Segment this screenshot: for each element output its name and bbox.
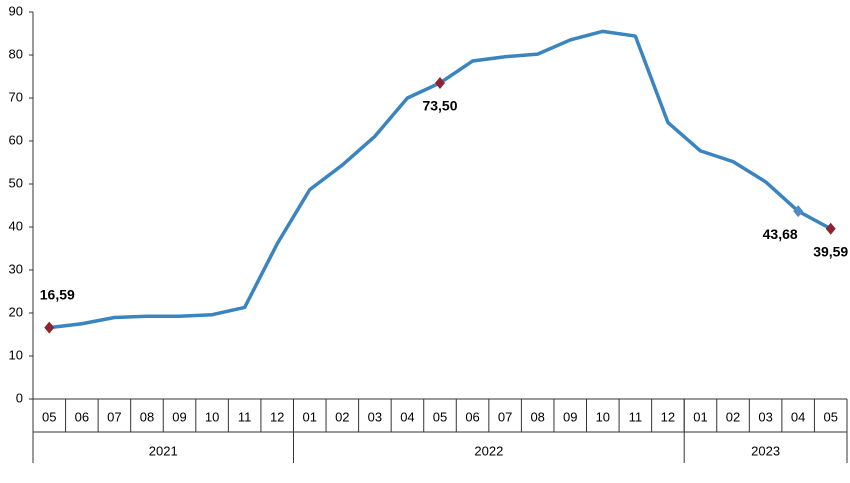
x-tick-label: 01 <box>303 409 317 424</box>
x-tick-label: 05 <box>433 409 447 424</box>
x-tick-label: 09 <box>563 409 577 424</box>
x-tick-label: 07 <box>498 409 512 424</box>
line <box>49 29 832 330</box>
data-label: 43,68 <box>763 226 798 242</box>
x-tick-label: 06 <box>75 409 89 424</box>
x-tick-label: 07 <box>107 409 121 424</box>
x-tick-label: 11 <box>629 409 643 424</box>
y-tick-label: 10 <box>9 347 23 362</box>
x-tick-label: 12 <box>270 409 284 424</box>
x-tick-label: 11 <box>238 409 252 424</box>
y-tick-label: 40 <box>9 218 23 233</box>
x-tick-label: 09 <box>172 409 186 424</box>
marker <box>44 321 55 334</box>
y-tick-label: 30 <box>9 261 23 276</box>
x-tick-label: 03 <box>758 409 772 424</box>
data-label: 39,59 <box>813 243 848 259</box>
x-tick-label: 05 <box>823 409 837 424</box>
y-tick-label: 50 <box>9 175 23 190</box>
y-tick-label: 80 <box>9 46 23 61</box>
x-tick-label: 05 <box>42 409 56 424</box>
x-tick-label: 03 <box>368 409 382 424</box>
data-label: 73,50 <box>422 98 457 114</box>
x-tick-label: 10 <box>205 409 219 424</box>
year-label: 2023 <box>751 443 780 458</box>
x-tick-label: 08 <box>140 409 154 424</box>
y-tick-label: 60 <box>9 132 23 147</box>
x-tick-label: 08 <box>530 409 544 424</box>
y-tick-label: 0 <box>16 390 23 405</box>
x-tick-label: 04 <box>791 409 805 424</box>
x-tick-label: 04 <box>400 409 414 424</box>
x-tick-label: 02 <box>335 409 349 424</box>
marker <box>435 76 445 89</box>
y-tick-label: 70 <box>9 89 23 104</box>
marker <box>825 222 836 235</box>
x-tick-label: 01 <box>693 409 707 424</box>
year-label: 2022 <box>474 443 503 458</box>
x-tick-label: 12 <box>661 409 675 424</box>
x-tick-label: 10 <box>596 409 610 424</box>
x-tick-label: 02 <box>726 409 740 424</box>
y-tick-label: 90 <box>9 3 23 18</box>
data-label: 16,59 <box>40 286 75 302</box>
x-tick-label: 06 <box>465 409 479 424</box>
year-label: 2021 <box>149 443 178 458</box>
marker <box>793 205 804 218</box>
y-tick-label: 20 <box>9 304 23 319</box>
